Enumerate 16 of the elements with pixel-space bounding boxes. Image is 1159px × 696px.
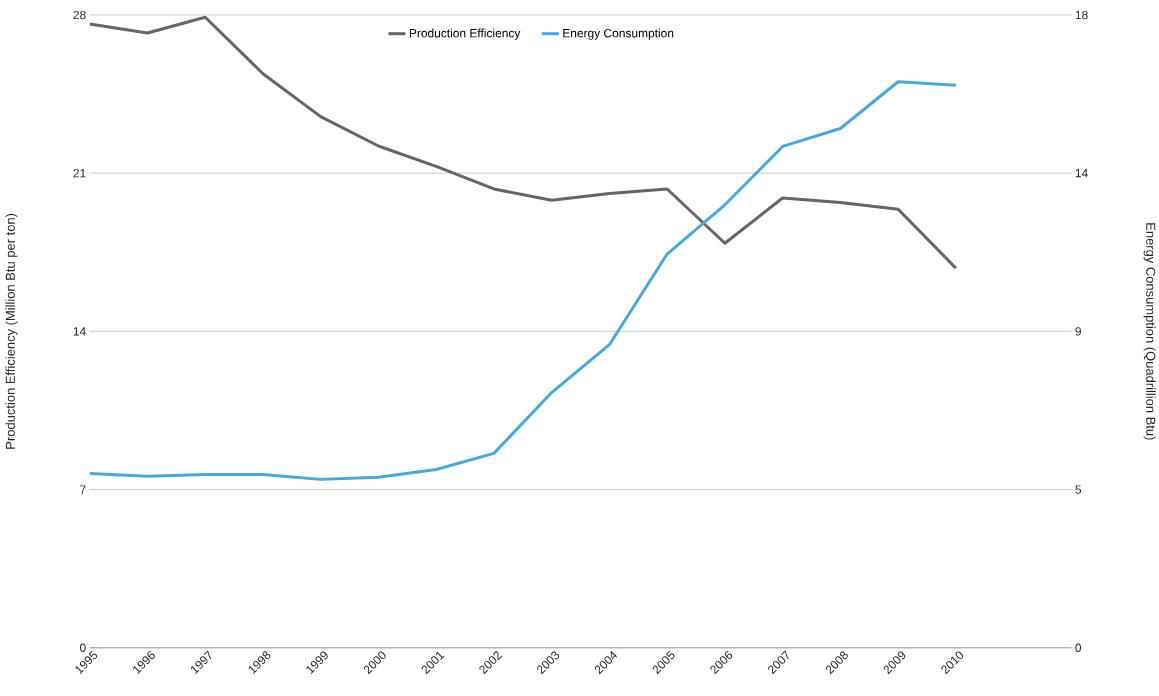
y2-tick-label: 18 bbox=[1075, 10, 1088, 20]
y-tick-label: 14 bbox=[73, 327, 86, 336]
line-series bbox=[89, 15, 958, 270]
y-tick-label: 28 bbox=[73, 10, 86, 20]
y2-tick-label: 5 bbox=[1075, 485, 1082, 494]
legend-label: Production Efficiency bbox=[409, 28, 521, 40]
line-series bbox=[89, 80, 958, 482]
y-tick-label: 21 bbox=[73, 169, 86, 178]
y-axis-title: Production Efficiency (Million Btu per ton) bbox=[5, 214, 18, 449]
y-tick-label: 0 bbox=[80, 643, 86, 653]
y2-tick-label: 14 bbox=[1075, 169, 1088, 178]
y2-tick-label: 0 bbox=[1075, 643, 1082, 653]
legend-label: Energy Consumption bbox=[563, 28, 674, 40]
y2-axis-title: Energy Consumption (Quadrillion Btu) bbox=[1143, 223, 1156, 440]
y2-tick-label: 9 bbox=[1075, 327, 1081, 336]
y-tick-label: 7 bbox=[80, 485, 86, 494]
